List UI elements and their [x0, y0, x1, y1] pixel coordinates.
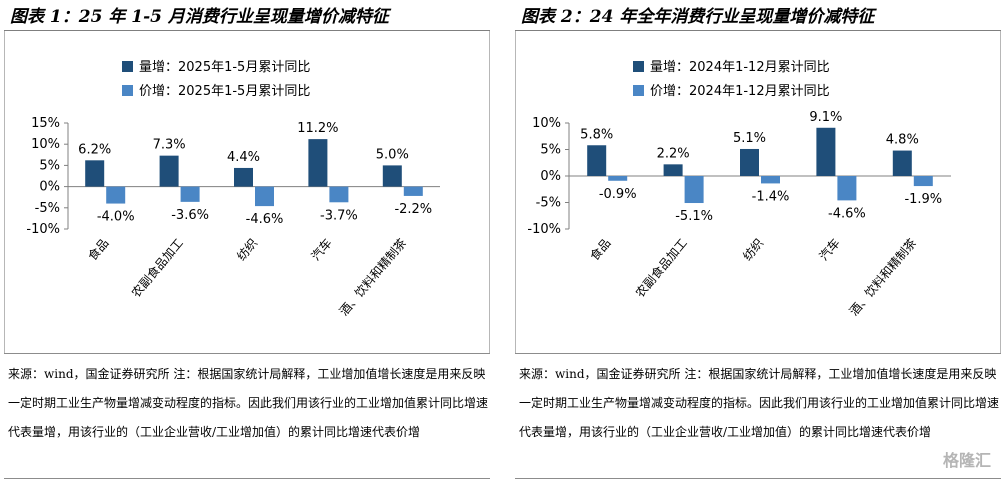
x-tick-label: 食品 — [587, 235, 614, 263]
y-tick-label: -5% — [536, 196, 561, 211]
x-tick-label: 纺织 — [740, 236, 766, 263]
price-bar — [761, 176, 780, 184]
data-label: 6.2% — [78, 142, 111, 157]
volume-bar — [892, 150, 912, 176]
data-label: -5.1% — [675, 209, 713, 224]
data-label: 5.1% — [733, 131, 766, 146]
data-label: -4.6% — [246, 212, 284, 227]
price-bar — [403, 186, 423, 196]
watermark-logo: 格隆汇 — [942, 451, 991, 470]
volume-bar — [740, 148, 759, 176]
y-tick-label: 0% — [39, 180, 60, 195]
price-bar — [684, 176, 704, 204]
source-note: 来源：wind，国金证券研究所 注：根据国家统计局解释，工业增加值增长速度是用来… — [8, 367, 489, 439]
legend-label: 量增：2024年1-12月累计同比 — [650, 60, 830, 75]
price-bar — [255, 186, 274, 207]
volume-bar — [816, 127, 836, 176]
data-label: -3.7% — [320, 208, 358, 223]
chart-panel-left: 图表 1：25 年 1-5 月消费行业呈现量增价减特征 量增：2025年1-5月… — [0, 0, 494, 481]
source-rule — [4, 353, 490, 354]
data-label: 2.2% — [657, 146, 690, 161]
y-tick-label: -10% — [26, 222, 60, 237]
data-label: 9.1% — [809, 110, 842, 125]
price-bar — [913, 176, 933, 187]
title-rule — [515, 30, 1001, 31]
chart-title: 图表 2：24 年全年消费行业呈现量增价减特征 — [521, 7, 875, 27]
y-tick-label: 0% — [540, 169, 561, 184]
source-rule — [515, 353, 1001, 354]
y-tick-label: 5% — [540, 143, 561, 158]
data-label: -1.4% — [752, 189, 790, 204]
x-tick-label: 农副食品加工 — [632, 235, 690, 300]
chart-frame — [4, 31, 490, 353]
x-tick-label: 纺织 — [234, 236, 260, 263]
price-bar — [106, 186, 126, 204]
chart-panel-right: 图表 2：24 年全年消费行业呈现量增价减特征 量增：2024年1-12月累计同… — [511, 0, 1005, 481]
y-tick-label: 10% — [31, 137, 60, 152]
x-tick-label: 酒、饮料和精制茶 — [336, 235, 409, 318]
legend-swatch — [633, 61, 644, 72]
data-label: -3.6% — [171, 208, 209, 223]
y-tick-label: 5% — [39, 158, 60, 173]
data-label: -0.9% — [599, 187, 637, 202]
data-label: 4.4% — [227, 150, 260, 165]
data-label: 5.8% — [580, 127, 613, 142]
legend-label: 价增：2025年1-5月累计同比 — [139, 84, 310, 99]
price-bar — [837, 176, 857, 201]
y-tick-label: 10% — [532, 116, 561, 131]
legend-swatch — [633, 85, 644, 96]
price-bar — [180, 186, 200, 202]
x-tick-label: 农副食品加工 — [128, 235, 186, 300]
data-label: -2.2% — [394, 202, 432, 217]
x-tick-label: 汽车 — [308, 235, 335, 263]
y-tick-label: -10% — [527, 222, 561, 237]
volume-bar — [159, 155, 179, 187]
data-label: 7.3% — [153, 138, 186, 153]
volume-bar — [234, 167, 253, 187]
legend-swatch — [122, 85, 133, 96]
data-label: -4.6% — [828, 206, 866, 221]
legend-swatch — [122, 61, 133, 72]
bottom-rule — [515, 478, 1001, 479]
data-label: 4.8% — [886, 133, 919, 148]
chart-title: 图表 1：25 年 1-5 月消费行业呈现量增价减特征 — [10, 7, 389, 27]
y-tick-label: 15% — [31, 116, 60, 131]
data-label: -1.9% — [904, 192, 942, 207]
legend-label: 量增：2025年1-5月累计同比 — [139, 60, 310, 75]
price-bar — [608, 176, 628, 181]
volume-bar — [85, 160, 105, 187]
x-tick-label: 汽车 — [816, 235, 843, 263]
legend-label: 价增：2024年1-12月累计同比 — [650, 84, 830, 99]
volume-bar — [382, 165, 402, 187]
volume-bar — [663, 164, 683, 176]
x-tick-label: 食品 — [85, 235, 112, 263]
data-label: 11.2% — [297, 121, 338, 136]
chart-frame — [515, 31, 1001, 353]
y-tick-label: -5% — [35, 201, 60, 216]
data-label: -4.0% — [97, 210, 135, 225]
source-note: 来源：wind，国金证券研究所 注：根据国家统计局解释，工业增加值增长速度是用来… — [519, 367, 1000, 439]
volume-bar — [308, 139, 328, 187]
volume-bar — [587, 145, 607, 176]
price-bar — [329, 186, 349, 203]
bottom-rule — [4, 478, 490, 479]
data-label: 5.0% — [376, 147, 409, 162]
x-tick-label: 酒、饮料和精制茶 — [846, 235, 919, 318]
title-rule — [4, 30, 490, 31]
